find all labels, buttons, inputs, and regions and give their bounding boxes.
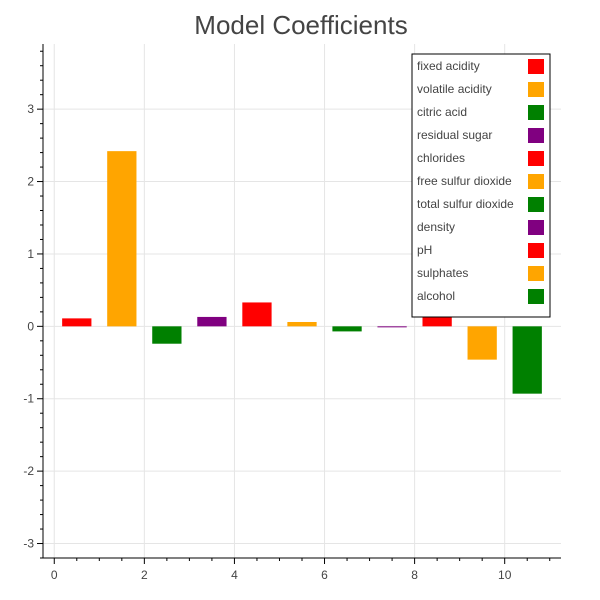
bar — [152, 326, 182, 344]
x-tick-label: 2 — [141, 568, 148, 582]
legend-label: sulphates — [417, 266, 468, 280]
bar — [287, 321, 317, 327]
legend-swatch — [528, 220, 544, 235]
y-tick-label: 2 — [27, 175, 34, 189]
bar — [197, 316, 227, 327]
bar — [377, 326, 407, 328]
legend-box — [411, 53, 551, 318]
bar — [512, 326, 542, 394]
x-tick-label: 4 — [231, 568, 238, 582]
legend-swatch — [528, 105, 544, 120]
legend-swatch — [528, 128, 544, 143]
legend-label: free sulfur dioxide — [417, 174, 512, 188]
x-tick-label: 10 — [498, 568, 512, 582]
x-tick-label: 0 — [51, 568, 58, 582]
bar — [332, 326, 362, 332]
y-tick-label: 1 — [27, 247, 34, 261]
legend-label: total sulfur dioxide — [417, 197, 514, 211]
legend-label: fixed acidity — [417, 59, 480, 73]
legend-swatch — [528, 174, 544, 189]
legend-swatch — [528, 243, 544, 258]
legend-swatch — [528, 82, 544, 97]
bar — [467, 326, 497, 360]
y-tick-label: 0 — [27, 319, 34, 333]
y-tick-label: -2 — [23, 464, 34, 478]
bar — [107, 151, 137, 327]
legend-label: volatile acidity — [417, 82, 492, 96]
y-tick-label: 3 — [27, 102, 34, 116]
legend-label: residual sugar — [417, 128, 492, 142]
legend-swatch — [528, 266, 544, 281]
bar — [242, 302, 272, 327]
axes: -3 -2 -1 0 1 2 3 0 2 4 6 8 10 — [23, 44, 561, 582]
legend: fixed acidity volatile acidity citric acid… — [411, 53, 551, 318]
chart-title: Model Coefficients — [194, 10, 407, 40]
y-tick-label: -1 — [23, 392, 34, 406]
legend-swatch — [528, 151, 544, 166]
y-tick-label: -3 — [23, 537, 34, 551]
legend-swatch — [528, 197, 544, 212]
legend-label: citric acid — [417, 105, 467, 119]
bar — [62, 318, 92, 327]
x-tick-label: 8 — [411, 568, 418, 582]
legend-label: chlorides — [417, 151, 465, 165]
legend-label: pH — [417, 243, 432, 257]
x-tick-label: 6 — [321, 568, 328, 582]
legend-label: alcohol — [417, 289, 455, 303]
legend-swatch — [528, 289, 544, 304]
legend-label: density — [417, 220, 455, 234]
legend-swatch — [528, 59, 544, 74]
